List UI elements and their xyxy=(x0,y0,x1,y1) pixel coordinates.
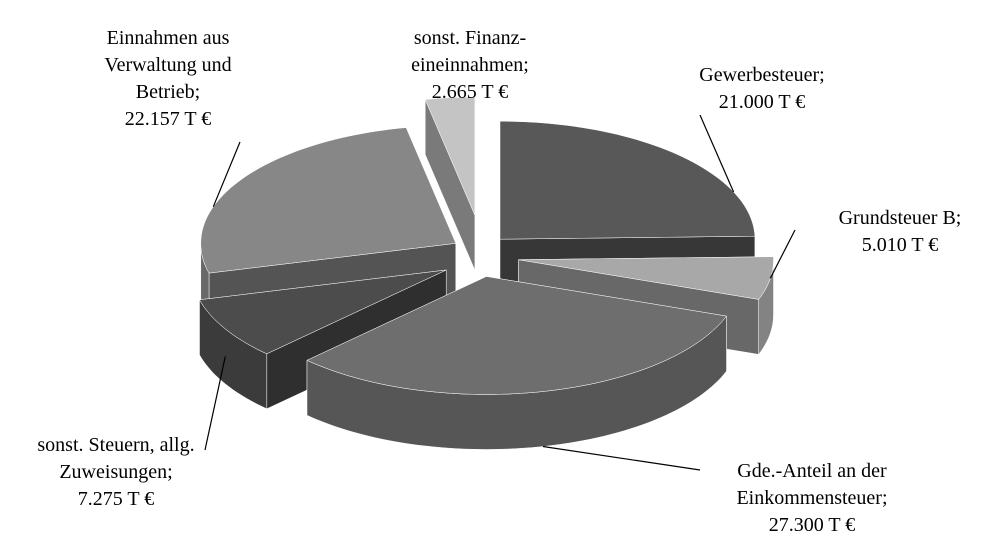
label-category: Gewerbesteuer; xyxy=(699,64,825,86)
label-value: 2.665 T € xyxy=(431,81,509,103)
data-label: Grundsteuer B; 5.010 T € xyxy=(800,205,1000,259)
label-value: 5.010 T € xyxy=(861,234,939,256)
slice-top xyxy=(518,256,774,300)
label-category: Grundsteuer B; xyxy=(838,207,962,229)
label-value: 27.300 T € xyxy=(768,514,856,536)
leader-line xyxy=(769,229,796,279)
data-label: Gde.-Anteil an der Einkommensteuer; 27.30… xyxy=(717,458,907,539)
slice xyxy=(306,276,727,450)
label-value: 7.275 T € xyxy=(77,488,155,510)
label-category: sonst. Steuern, allg. Zuweisungen; xyxy=(37,434,195,483)
leader-line xyxy=(699,114,735,193)
slice xyxy=(424,96,476,271)
data-label: Einnahmen aus Verwaltung und Betrieb; 22.… xyxy=(91,25,246,133)
slice-top xyxy=(499,120,756,240)
label-value: 22.157 T € xyxy=(124,108,212,130)
slice-top xyxy=(424,96,476,216)
slice-top xyxy=(200,127,457,274)
data-label: sonst. Finanz-eineinnahmen; 2.665 T € xyxy=(400,25,540,106)
leader-line xyxy=(542,445,701,471)
label-value: 21.000 T € xyxy=(718,91,806,113)
data-label: sonst. Steuern, allg. Zuweisungen; 7.275 … xyxy=(26,432,206,513)
slice-top xyxy=(199,269,447,355)
label-category: Gde.-Anteil an der Einkommensteuer; xyxy=(736,460,888,509)
label-category: Einnahmen aus Verwaltung und Betrieb; xyxy=(104,27,232,103)
slice-top xyxy=(306,276,727,395)
leader-line xyxy=(212,141,241,207)
data-label: Gewerbesteuer; 21.000 T € xyxy=(662,62,862,116)
label-category: sonst. Finanz-eineinnahmen; xyxy=(411,27,529,76)
leader-line xyxy=(204,356,226,451)
